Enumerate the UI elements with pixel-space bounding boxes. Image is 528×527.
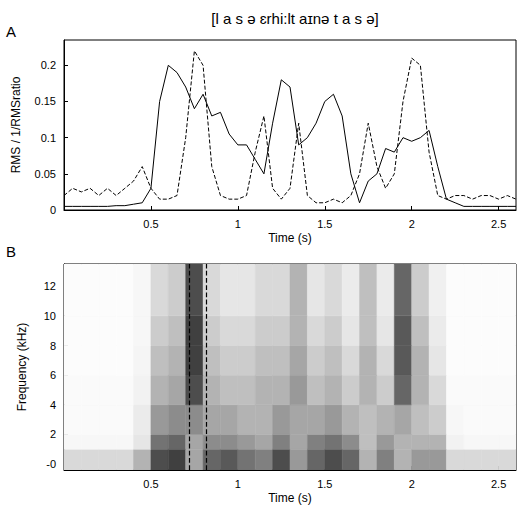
svg-text:1: 1 [235,478,241,490]
svg-text:4: 4 [50,399,56,411]
svg-text:8: 8 [50,340,56,352]
svg-text:12: 12 [44,280,56,292]
svg-text:2.5: 2.5 [491,218,506,230]
svg-text:B: B [6,243,16,260]
svg-text:2: 2 [409,478,415,490]
svg-text:0: 0 [50,204,56,216]
svg-text:Frequency (kHz): Frequency (kHz) [15,323,29,412]
svg-text:0.5: 0.5 [143,478,158,490]
svg-text:-0: -0 [46,458,56,470]
svg-text:Time (s): Time (s) [268,231,312,245]
svg-text:Time (s): Time (s) [268,491,312,505]
svg-text:1.5: 1.5 [317,478,332,490]
svg-text:0.5: 0.5 [143,218,158,230]
svg-text:A: A [6,23,16,40]
svg-text:6: 6 [50,369,56,381]
svg-text:1: 1 [235,218,241,230]
svg-text:1.5: 1.5 [317,218,332,230]
svg-text:2: 2 [50,428,56,440]
svg-text:2: 2 [409,218,415,230]
svg-text:0.1: 0.1 [41,132,56,144]
svg-text:0.2: 0.2 [41,59,56,71]
svg-text:[l a s ə ɛrhi:lt aɪnə t a s ə]: [l a s ə ɛrhi:lt aɪnə t a s ə] [211,10,378,27]
svg-text:0.05: 0.05 [35,168,56,180]
svg-text:0.15: 0.15 [35,95,56,107]
svg-text:2.5: 2.5 [491,478,506,490]
svg-text:RMS / 1/RMSratio: RMS / 1/RMSratio [9,76,23,173]
svg-text:10: 10 [44,310,56,322]
